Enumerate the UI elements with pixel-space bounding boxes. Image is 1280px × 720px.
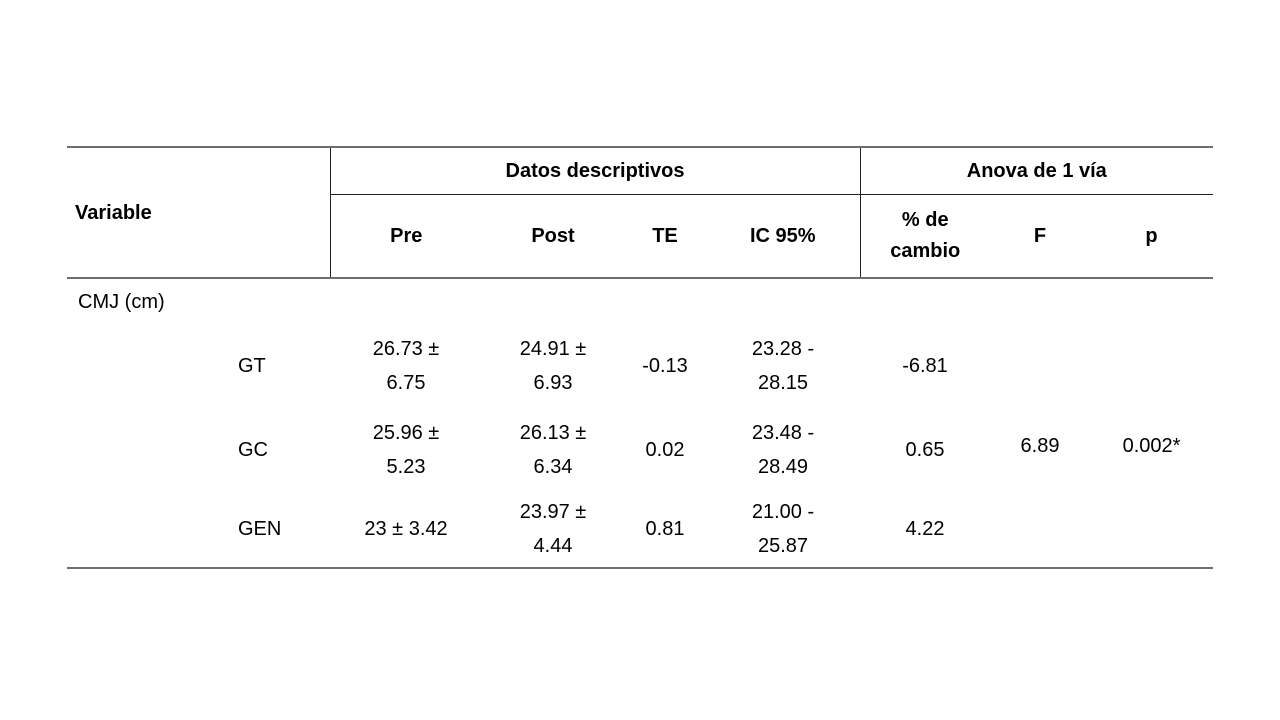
cell-gt-pre: 26.73 ± 6.75 (372, 338, 440, 394)
column-header-row: Pre Post TE IC 95% % de cambio F p (67, 194, 1214, 279)
cell-gt-cambio: -6.81 (902, 355, 948, 377)
cell-gc-pre: 25.96 ± 5.23 (372, 421, 440, 478)
group-header-anova: Anova de 1 vía (859, 147, 1214, 195)
column-header-variable: Variable (67, 147, 331, 279)
cell-anova-p: 0.002* (1122, 434, 1181, 457)
table-row-gen: GEN 23 ± 3.42 23.97 ± 4.44 0.81 21.00 - … (67, 491, 1213, 568)
group-header-descriptive: Datos descriptivos (330, 147, 861, 195)
cell-gen-cambio: 4.22 (905, 518, 945, 540)
cell-gc-cambio: 0.65 (905, 438, 945, 461)
group-header-row: Variable Datos descriptivos Anova de 1 v… (67, 147, 1214, 279)
cell-gc-ic95: 23.48 - 28.49 (751, 421, 815, 478)
cell-gen-ic95: 21.00 - 25.87 (751, 501, 815, 557)
results-table-container: Variable Datos descriptivos Anova de 1 v… (67, 146, 1214, 569)
cell-gc-post: 26.13 ± 6.34 (519, 421, 587, 478)
column-header-pct-cambio: % de cambio (859, 194, 991, 279)
cell-gc-te: 0.02 (645, 438, 685, 461)
section-label-cmj: CMJ (cm) (78, 290, 165, 313)
cell-gen-pre: 23 ± 3.42 (364, 518, 448, 540)
column-header-f: F (990, 194, 1091, 279)
row-label-gt: GT (238, 355, 266, 377)
table-row-gc: GC 25.96 ± 5.23 26.13 ± 6.34 0.02 23.48 … (67, 408, 1213, 491)
table-row-gt: GT 26.73 ± 6.75 24.91 ± 6.93 -0.13 23.28… (67, 324, 1213, 457)
cell-gt-ic95: 23.28 - 28.15 (751, 338, 815, 394)
anova-results-table: Variable Datos descriptivos Anova de 1 v… (67, 146, 1214, 569)
cell-gen-post: 23.97 ± 4.44 (519, 501, 587, 557)
column-header-te: TE (624, 194, 706, 279)
row-label-gc: GC (238, 438, 268, 461)
cell-gt-te: -0.13 (642, 355, 688, 377)
column-header-ic95: IC 95% (706, 194, 861, 279)
column-header-p: p (1090, 194, 1214, 279)
cell-anova-f: 6.89 (1020, 434, 1060, 457)
row-label-gen: GEN (238, 518, 282, 540)
section-row-cmj: CMJ (cm) (67, 278, 1213, 324)
cell-gt-post: 24.91 ± 6.93 (519, 338, 587, 394)
column-header-pre: Pre (330, 194, 482, 279)
column-header-post: Post (482, 194, 624, 279)
cell-gen-te: 0.81 (645, 518, 685, 540)
